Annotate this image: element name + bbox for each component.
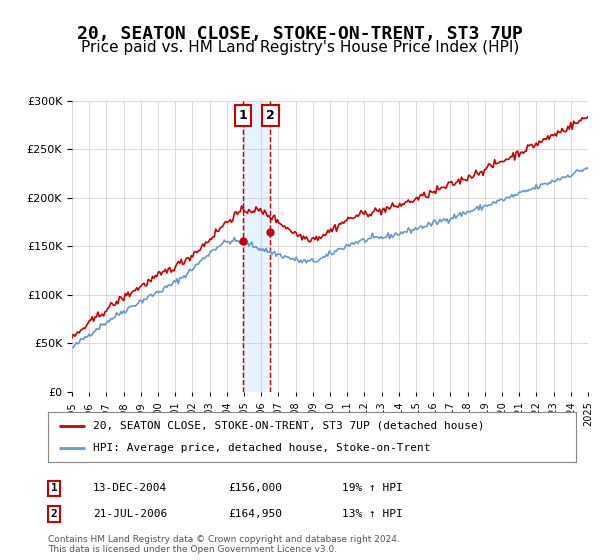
Text: Price paid vs. HM Land Registry's House Price Index (HPI): Price paid vs. HM Land Registry's House … (81, 40, 519, 55)
Text: Contains HM Land Registry data © Crown copyright and database right 2024.
This d: Contains HM Land Registry data © Crown c… (48, 535, 400, 554)
Text: 2: 2 (50, 509, 58, 519)
Text: £164,950: £164,950 (228, 509, 282, 519)
Text: 20, SEATON CLOSE, STOKE-ON-TRENT, ST3 7UP (detached house): 20, SEATON CLOSE, STOKE-ON-TRENT, ST3 7U… (93, 421, 484, 431)
Bar (243, 101, 271, 392)
Text: 1: 1 (50, 483, 58, 493)
Text: 13% ↑ HPI: 13% ↑ HPI (342, 509, 403, 519)
Text: £156,000: £156,000 (228, 483, 282, 493)
Text: 20, SEATON CLOSE, STOKE-ON-TRENT, ST3 7UP: 20, SEATON CLOSE, STOKE-ON-TRENT, ST3 7U… (77, 25, 523, 43)
Text: 1: 1 (239, 109, 248, 122)
Text: 2: 2 (266, 109, 275, 122)
Text: HPI: Average price, detached house, Stoke-on-Trent: HPI: Average price, detached house, Stok… (93, 443, 430, 453)
Text: 21-JUL-2006: 21-JUL-2006 (93, 509, 167, 519)
Text: 19% ↑ HPI: 19% ↑ HPI (342, 483, 403, 493)
Text: 13-DEC-2004: 13-DEC-2004 (93, 483, 167, 493)
